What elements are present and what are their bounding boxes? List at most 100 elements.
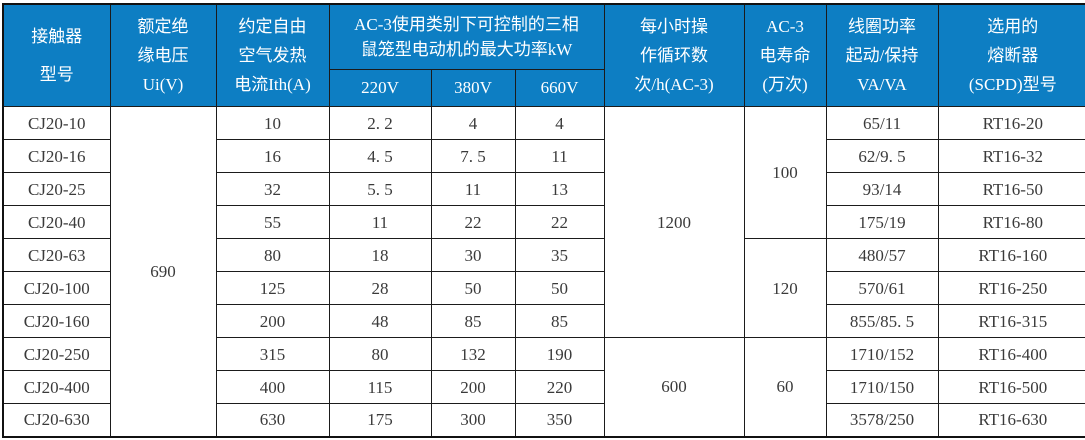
cell-model: CJ20-10 — [2, 106, 111, 140]
cell-coil-power: 570/61 — [825, 271, 939, 305]
cell-kw-220v: 4. 5 — [328, 139, 432, 173]
cell-coil-power: 93/14 — [825, 172, 939, 206]
cell-model: CJ20-16 — [2, 139, 111, 173]
col-header-thermal-current: 约定自由 空气发热 电流Ith(A) — [215, 3, 330, 107]
cell-fuse-model: RT16-400 — [937, 337, 1085, 371]
cell-coil-power: 480/57 — [825, 238, 939, 272]
table-row: CJ20-100 125 28 50 50 570/61 RT16-250 — [2, 271, 1085, 305]
cell-coil-power: 3578/250 — [825, 403, 939, 437]
cell-kw-660v: 22 — [514, 205, 605, 239]
table-row: CJ20-10 690 10 2. 2 4 4 1200 100 65/11 R… — [2, 106, 1085, 437]
cell-cycles-merged: 1200 — [603, 106, 745, 338]
cell-model: CJ20-400 — [2, 370, 111, 404]
cell-fuse-model: RT16-20 — [937, 106, 1085, 140]
col-header-coil-power: 线圈功率 起动/保持 VA/VA — [825, 3, 939, 107]
cell-thermal-current: 16 — [215, 139, 330, 173]
cell-kw-660v: 350 — [514, 403, 605, 437]
cell-fuse-model: RT16-630 — [937, 403, 1085, 437]
cell-kw-660v: 13 — [514, 172, 605, 206]
cell-fuse-model: RT16-315 — [937, 304, 1085, 338]
cell-fuse-model: RT16-50 — [937, 172, 1085, 206]
cell-model: CJ20-40 — [2, 205, 111, 239]
cell-model: CJ20-630 — [2, 403, 111, 437]
cell-life-merged: 100 — [743, 106, 827, 239]
cell-model: CJ20-25 — [2, 172, 111, 206]
cell-model: CJ20-100 — [2, 271, 111, 305]
cell-fuse-model: RT16-80 — [937, 205, 1085, 239]
cell-life-merged: 120 — [743, 238, 827, 338]
col-header-insulation-voltage: 额定绝 缘电压 Ui(V) — [109, 3, 217, 107]
table-row: CJ20-40 55 11 22 22 175/19 RT16-80 — [2, 205, 1085, 239]
cell-fuse-model: RT16-160 — [937, 238, 1085, 272]
cell-thermal-current: 200 — [215, 304, 330, 338]
header-row-voltages: 220V 380V 660V — [3, 69, 1085, 107]
cell-kw-220v: 18 — [328, 238, 432, 272]
cell-kw-380v: 50 — [430, 271, 516, 305]
cell-kw-380v: 132 — [430, 337, 516, 371]
table-row: CJ20-25 32 5. 5 11 13 93/14 RT16-50 — [2, 172, 1085, 206]
cell-thermal-current: 32 — [215, 172, 330, 206]
header-row-group: 接触器 型号 额定绝 缘电压 Ui(V) 约定自由 空气发热 电流Ith(A) … — [2, 3, 1085, 107]
table-header: 接触器 型号 额定绝 缘电压 Ui(V) 约定自由 空气发热 电流Ith(A) … — [2, 3, 1085, 107]
col-header-220v: 220V — [328, 69, 432, 107]
col-header-ac3-max-power-group: AC-3使用类别下可控制的三相 鼠笼型电动机的最大功率kW — [328, 3, 605, 70]
cell-kw-380v: 4 — [430, 106, 516, 140]
col-header-cycles-per-hour: 每小时操 作循环数 次/h(AC-3) — [603, 3, 745, 107]
cell-kw-660v: 85 — [514, 304, 605, 338]
cell-thermal-current: 125 — [215, 271, 330, 305]
cell-kw-220v: 5. 5 — [328, 172, 432, 206]
cell-kw-220v: 115 — [328, 370, 432, 404]
cell-kw-380v: 85 — [430, 304, 516, 338]
cell-kw-660v: 11 — [514, 139, 605, 173]
cell-fuse-model: RT16-250 — [937, 271, 1085, 305]
cell-coil-power: 65/11 — [825, 106, 939, 140]
cell-coil-power: 1710/152 — [825, 337, 939, 371]
cell-thermal-current: 400 — [215, 370, 330, 404]
cell-thermal-current: 80 — [215, 238, 330, 272]
cell-life-merged: 60 — [743, 337, 827, 437]
col-header-contactor-model: 接触器 型号 — [2, 3, 111, 107]
cell-cycles-merged: 600 — [603, 337, 745, 437]
cell-kw-660v: 35 — [514, 238, 605, 272]
cell-kw-380v: 7. 5 — [430, 139, 516, 173]
cell-kw-220v: 48 — [328, 304, 432, 338]
table-row: CJ20-400 400 115 200 220 1710/150 RT16-5… — [2, 370, 1085, 404]
cell-model: CJ20-250 — [2, 337, 111, 371]
cell-fuse-model: RT16-32 — [937, 139, 1085, 173]
cell-kw-380v: 22 — [430, 205, 516, 239]
contactor-spec-table: 接触器 型号 额定绝 缘电压 Ui(V) 约定自由 空气发热 电流Ith(A) … — [2, 3, 1085, 438]
table-row: CJ20-16 16 4. 5 7. 5 11 62/9. 5 RT16-32 — [2, 139, 1085, 173]
cell-kw-220v: 80 — [328, 337, 432, 371]
col-header-fuse: 选用的 熔断器 (SCPD)型号 — [937, 3, 1085, 107]
cell-kw-380v: 300 — [430, 403, 516, 437]
cell-kw-220v: 11 — [328, 205, 432, 239]
cell-kw-380v: 200 — [430, 370, 516, 404]
cell-kw-660v: 4 — [514, 106, 605, 140]
col-header-electrical-life: AC-3 电寿命 (万次) — [743, 3, 827, 107]
cell-kw-660v: 50 — [514, 271, 605, 305]
cell-kw-380v: 11 — [430, 172, 516, 206]
cell-model: CJ20-160 — [2, 304, 111, 338]
cell-coil-power: 1710/150 — [825, 370, 939, 404]
col-header-380v: 380V — [430, 69, 516, 107]
cell-thermal-current: 10 — [215, 106, 330, 140]
cell-thermal-current: 55 — [215, 205, 330, 239]
cell-thermal-current: 630 — [215, 403, 330, 437]
table-body: CJ20-10 690 10 2. 2 4 4 1200 100 65/11 R… — [2, 106, 1085, 437]
cell-kw-220v: 28 — [328, 271, 432, 305]
cell-insulation-voltage-merged: 690 — [109, 106, 217, 437]
table-row: CJ20-160 200 48 85 85 855/85. 5 RT16-315 — [2, 304, 1085, 338]
col-header-660v: 660V — [514, 69, 605, 107]
cell-kw-220v: 2. 2 — [328, 106, 432, 140]
table-row: CJ20-250 315 80 132 190 600 60 1710/152 … — [2, 337, 1085, 437]
cell-kw-380v: 30 — [430, 238, 516, 272]
cell-coil-power: 175/19 — [825, 205, 939, 239]
cell-thermal-current: 315 — [215, 337, 330, 371]
cell-model: CJ20-63 — [2, 238, 111, 272]
cell-coil-power: 855/85. 5 — [825, 304, 939, 338]
table-row: CJ20-630 630 175 300 350 3578/250 RT16-6… — [2, 403, 1085, 437]
cell-kw-660v: 190 — [514, 337, 605, 371]
cell-kw-220v: 175 — [328, 403, 432, 437]
cell-fuse-model: RT16-500 — [937, 370, 1085, 404]
cell-kw-660v: 220 — [514, 370, 605, 404]
